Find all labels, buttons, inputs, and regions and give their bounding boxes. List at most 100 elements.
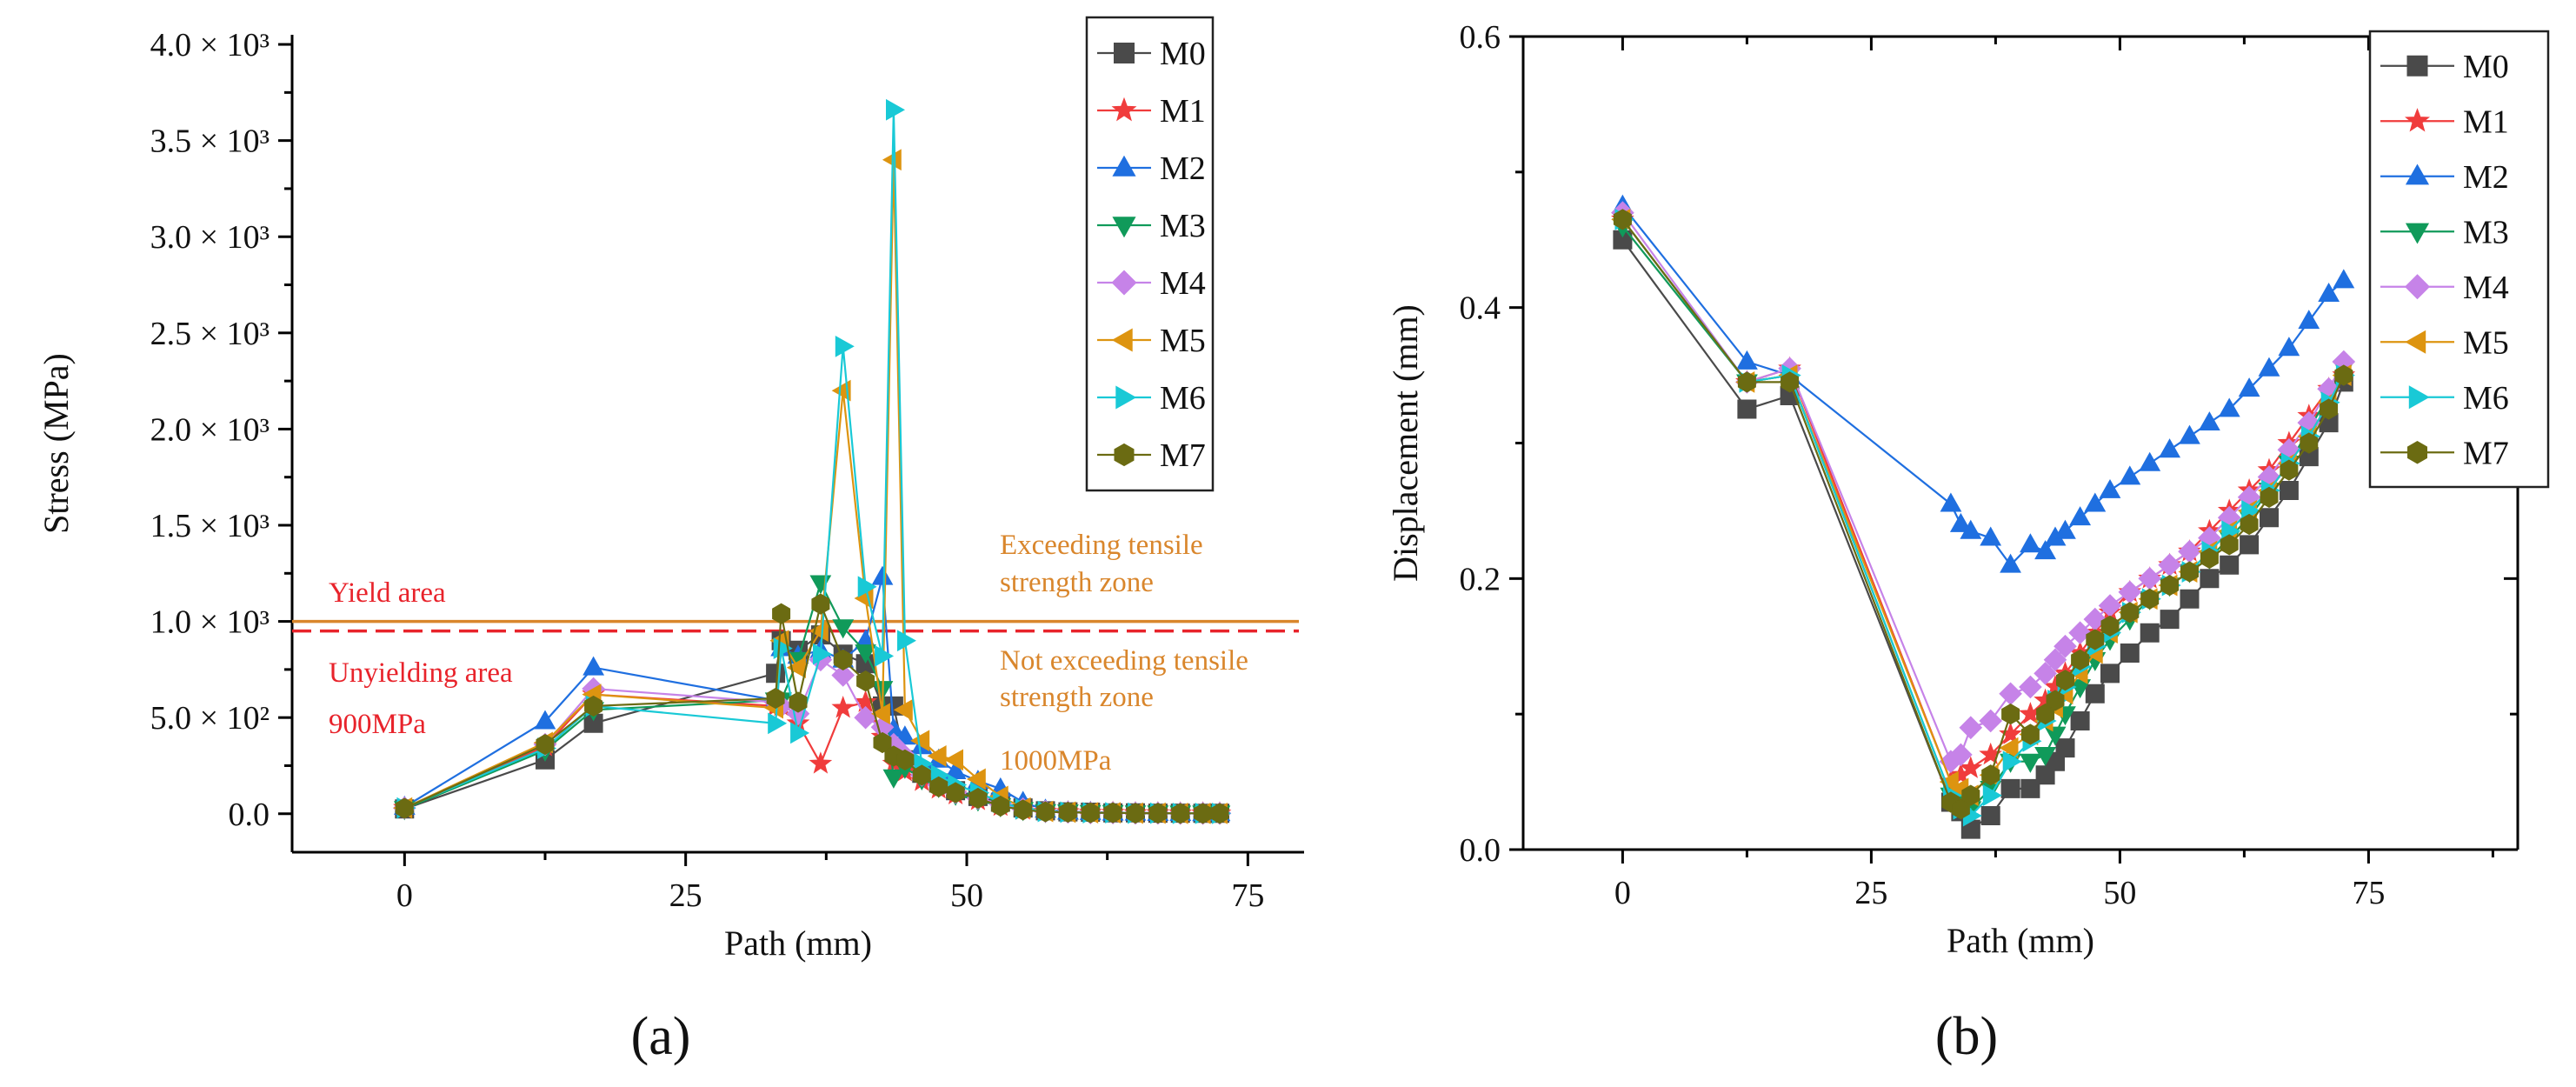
legend-item-m7: M7 [1097, 437, 1206, 474]
data-point-m2 [2298, 310, 2320, 330]
data-point-m3 [882, 769, 905, 789]
x-tick-label: 0 [1614, 875, 1631, 911]
x-tick-label: 25 [1854, 875, 1887, 911]
data-point-m2 [2333, 269, 2355, 289]
data-point-m6 [886, 98, 906, 121]
data-point-m0 [2260, 508, 2279, 528]
data-point-m7 [2020, 724, 2040, 745]
data-point-m6 [2002, 750, 2022, 773]
data-point-m4 [2138, 566, 2162, 590]
legend-item-m3: M3 [1097, 208, 1206, 244]
data-point-m0 [2120, 644, 2140, 663]
data-point-m5 [966, 768, 986, 790]
legend-item-m4: M4 [1097, 265, 1206, 302]
x-tick-label: 25 [669, 877, 702, 914]
data-point-m7 [2280, 459, 2299, 481]
data-point-m1 [831, 696, 855, 718]
data-point-m2 [1736, 350, 1758, 370]
legend-marker-m4 [2404, 274, 2431, 300]
panel-a-label: (a) [631, 1007, 691, 1066]
legend-item-m4: M4 [2380, 270, 2509, 306]
data-point-m2 [2218, 397, 2240, 417]
data-point-m4 [2019, 675, 2042, 699]
legend-label: M4 [1160, 265, 1206, 302]
data-point-m7 [2086, 629, 2105, 650]
data-point-m0 [2220, 555, 2240, 575]
data-point-m7 [1613, 209, 1632, 230]
series-line-m4 [1621, 211, 2345, 764]
legend-label: M1 [2463, 103, 2509, 140]
data-point-m4 [2034, 662, 2057, 685]
y-tick-label: 0.0 [229, 797, 270, 833]
legend-item-m6: M6 [1097, 380, 1206, 417]
data-point-m7 [1126, 803, 1145, 824]
annotation-unyielding-area: Unyielding area [329, 657, 513, 689]
data-point-m2 [1949, 512, 1972, 532]
panel-b-label: (b) [1935, 1007, 1998, 1066]
data-point-m3 [809, 575, 832, 595]
data-point-m5 [1999, 737, 2019, 759]
data-point-m7 [834, 649, 853, 670]
data-point-m1 [1999, 722, 2022, 744]
data-point-m2 [2020, 533, 2041, 553]
legend-item-m3: M3 [2380, 214, 2509, 250]
legend-label: M7 [2463, 435, 2509, 471]
series-line-m1 [1621, 218, 2345, 784]
data-point-m7 [1737, 371, 1756, 393]
data-point-m7 [2001, 704, 2020, 725]
data-point-m2 [2000, 553, 2021, 573]
y-tick-label: 0.4 [1460, 290, 1501, 327]
legend-label: M5 [2463, 324, 2509, 361]
legend-box [1085, 16, 1215, 492]
x-tick-label: 50 [2103, 875, 2136, 911]
data-point-m2 [2179, 424, 2200, 444]
data-point-m7 [912, 764, 931, 786]
y-tick-label: 5.0 × 10² [150, 700, 270, 737]
data-point-m7 [2240, 513, 2259, 536]
data-point-m7 [395, 797, 414, 819]
data-point-m7 [766, 687, 785, 710]
legend-marker-m6 [1115, 385, 1137, 410]
legend-marker-m3 [1112, 217, 1136, 238]
x-tick-label: 0 [396, 877, 413, 914]
data-point-m5 [870, 703, 890, 725]
panel-b-displacement-chart: 0 25 50 75 0.0 0.2 0.4 0.6 Path (mm) Displacement… [1386, 19, 2550, 960]
data-point-m7 [2220, 534, 2239, 556]
data-point-m7 [2071, 649, 2090, 670]
legend-item-m6: M6 [2380, 380, 2509, 417]
legend: M0 M1 M2 M3 M4 M5 M6 M7 [2368, 30, 2550, 489]
data-point-m7 [584, 695, 603, 717]
data-point-m7 [2260, 486, 2279, 508]
data-point-m0 [2180, 589, 2200, 609]
data-point-m7 [2320, 398, 2339, 420]
legend-marker-m5 [2405, 330, 2426, 354]
annotation-not-exceed-2: strength zone [1000, 682, 1154, 713]
x-tick-label: 75 [1231, 877, 1264, 914]
data-point-m7 [1036, 801, 1055, 823]
data-point-m0 [2055, 738, 2075, 758]
data-point-m7 [856, 670, 875, 692]
legend-item-m1: M1 [1097, 93, 1206, 130]
data-point-m4 [1949, 743, 1973, 767]
data-point-m0 [2070, 711, 2090, 730]
data-point-m0 [2160, 610, 2180, 630]
data-point-m6 [897, 630, 916, 652]
data-point-m2 [2034, 540, 2057, 560]
data-point-m7 [772, 603, 791, 624]
data-point-m7 [1058, 801, 1077, 824]
legend-label: M3 [1160, 208, 1206, 244]
legend-label: M0 [1160, 36, 1206, 72]
legend-label: M3 [2463, 214, 2509, 250]
data-point-m6 [835, 335, 855, 357]
data-point-m7 [895, 749, 915, 770]
data-point-m4 [1979, 709, 2003, 733]
legend-marker-m4 [1111, 270, 1137, 296]
data-point-m2 [2054, 519, 2076, 539]
data-point-m7 [2300, 432, 2319, 454]
data-point-m7 [991, 795, 1010, 817]
data-point-m7 [1981, 764, 2000, 786]
annotation-not-exceed-1: Not exceeding tensile [1000, 645, 1248, 677]
legend-label: M2 [2463, 159, 2509, 196]
data-point-m2 [2084, 492, 2107, 512]
data-point-m3 [855, 644, 876, 664]
